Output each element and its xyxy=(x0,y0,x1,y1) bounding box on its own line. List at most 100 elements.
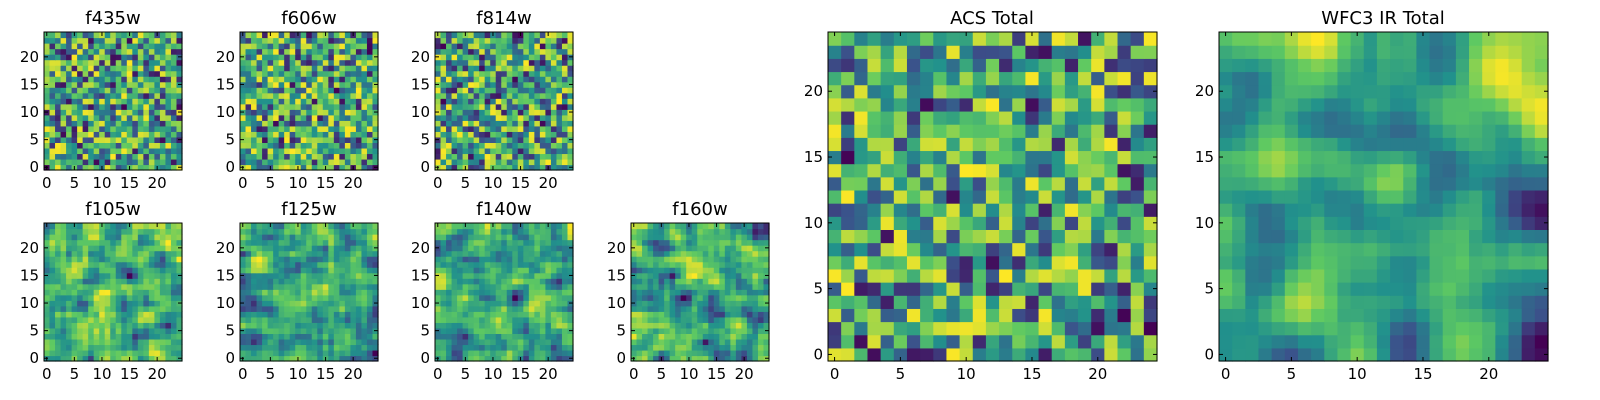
heatmap-cell xyxy=(176,120,183,127)
heatmap-cell xyxy=(752,333,759,340)
heatmap-cell xyxy=(545,256,552,263)
heatmap-cell xyxy=(143,70,150,77)
heatmap-cell xyxy=(333,142,340,149)
heatmap-cell xyxy=(473,98,480,105)
heatmap-cell xyxy=(1051,242,1066,257)
heatmap-cell xyxy=(642,256,649,263)
heatmap-cell xyxy=(295,125,302,132)
heatmap-cell xyxy=(289,300,296,307)
heatmap-cell xyxy=(372,153,379,160)
heatmap-cell xyxy=(490,234,497,241)
heatmap-cell xyxy=(512,65,519,72)
heatmap-cell xyxy=(317,234,324,241)
heatmap-cell xyxy=(1064,176,1079,191)
heatmap-cell xyxy=(561,103,569,110)
heatmap-cell xyxy=(311,338,318,346)
heatmap-cell xyxy=(1064,189,1079,204)
heatmap-cell xyxy=(159,65,167,72)
heatmap-cell xyxy=(556,261,563,268)
heatmap-cell xyxy=(44,344,51,351)
heatmap-cell xyxy=(82,158,89,166)
heatmap-cell xyxy=(523,272,530,279)
y-tick-label: 20 xyxy=(216,239,235,257)
heatmap-cell xyxy=(306,70,313,77)
heatmap-cell xyxy=(462,278,469,285)
heatmap-cell xyxy=(567,32,574,39)
heatmap-cell xyxy=(636,283,643,290)
heatmap-cell xyxy=(251,164,258,171)
heatmap-cell xyxy=(451,54,458,61)
heatmap-cell xyxy=(567,333,574,340)
heatmap-cell xyxy=(440,37,447,44)
heatmap-cell xyxy=(479,234,486,241)
heatmap-cell xyxy=(71,316,78,323)
heatmap-cell xyxy=(495,234,502,241)
heatmap-cell xyxy=(104,164,111,171)
heatmap-cell xyxy=(251,322,258,329)
heatmap-cell xyxy=(528,311,535,318)
heatmap-cell xyxy=(300,294,307,301)
heatmap-cell xyxy=(104,311,111,318)
heatmap-cell xyxy=(88,267,95,274)
heatmap-cell xyxy=(561,344,569,351)
heatmap-cell xyxy=(361,92,368,99)
heatmap-cell xyxy=(126,92,133,99)
heatmap-cell xyxy=(322,344,329,351)
heatmap-cell xyxy=(159,158,167,166)
heatmap-cell xyxy=(267,344,274,351)
heatmap-cell xyxy=(495,54,502,61)
heatmap-cell xyxy=(959,347,974,362)
heatmap-cell xyxy=(148,327,155,334)
heatmap-cell xyxy=(462,333,469,340)
y-tick-label: 20 xyxy=(607,239,626,257)
heatmap-cell xyxy=(490,43,497,50)
heatmap-cell xyxy=(366,120,374,127)
heatmap-cell xyxy=(137,305,144,312)
heatmap-cell xyxy=(143,316,150,323)
heatmap-cell xyxy=(468,37,475,44)
heatmap-cell xyxy=(132,223,139,230)
heatmap-cell xyxy=(366,344,374,351)
heatmap-cell xyxy=(240,344,247,351)
heatmap-cell xyxy=(730,294,737,301)
heatmap-cell xyxy=(539,344,546,351)
heatmap-cell xyxy=(366,70,374,77)
heatmap-cell xyxy=(946,268,961,283)
heatmap-cell xyxy=(77,120,84,127)
heatmap-cell xyxy=(440,294,447,301)
heatmap-cell xyxy=(1078,255,1092,270)
heatmap-cell xyxy=(44,278,51,285)
heatmap-cell xyxy=(1091,334,1105,349)
heatmap-cell xyxy=(176,283,183,290)
heatmap-cell xyxy=(143,322,150,329)
heatmap-cell xyxy=(545,250,552,257)
heatmap-cell xyxy=(115,37,122,44)
heatmap-cell xyxy=(306,87,313,94)
heatmap-cell xyxy=(556,98,563,105)
heatmap-cell xyxy=(473,327,480,334)
heatmap-cell xyxy=(713,283,720,290)
heatmap-cell xyxy=(110,228,117,235)
heatmap-cell xyxy=(985,242,1000,257)
heatmap-cell xyxy=(361,245,368,252)
heatmap-cell xyxy=(333,32,340,39)
heatmap-cell xyxy=(435,48,442,55)
heatmap-cell xyxy=(77,65,84,72)
heatmap-cell xyxy=(468,239,475,246)
heatmap-cell xyxy=(143,250,150,257)
heatmap-cell xyxy=(104,333,111,340)
heatmap-cell xyxy=(735,333,742,340)
heatmap-cell xyxy=(60,300,67,307)
heatmap-cell xyxy=(262,32,269,39)
heatmap-cell xyxy=(828,255,842,270)
heatmap-cell xyxy=(262,355,269,362)
heatmap-cell xyxy=(658,344,665,351)
heatmap-cell xyxy=(99,142,106,149)
heatmap-cell xyxy=(273,322,280,329)
heatmap-cell xyxy=(93,311,100,318)
heatmap-cell xyxy=(1104,242,1119,257)
heatmap-cell xyxy=(512,59,519,66)
heatmap-cell xyxy=(55,239,62,246)
heatmap-cell xyxy=(344,289,351,296)
heatmap-cell xyxy=(366,103,374,110)
